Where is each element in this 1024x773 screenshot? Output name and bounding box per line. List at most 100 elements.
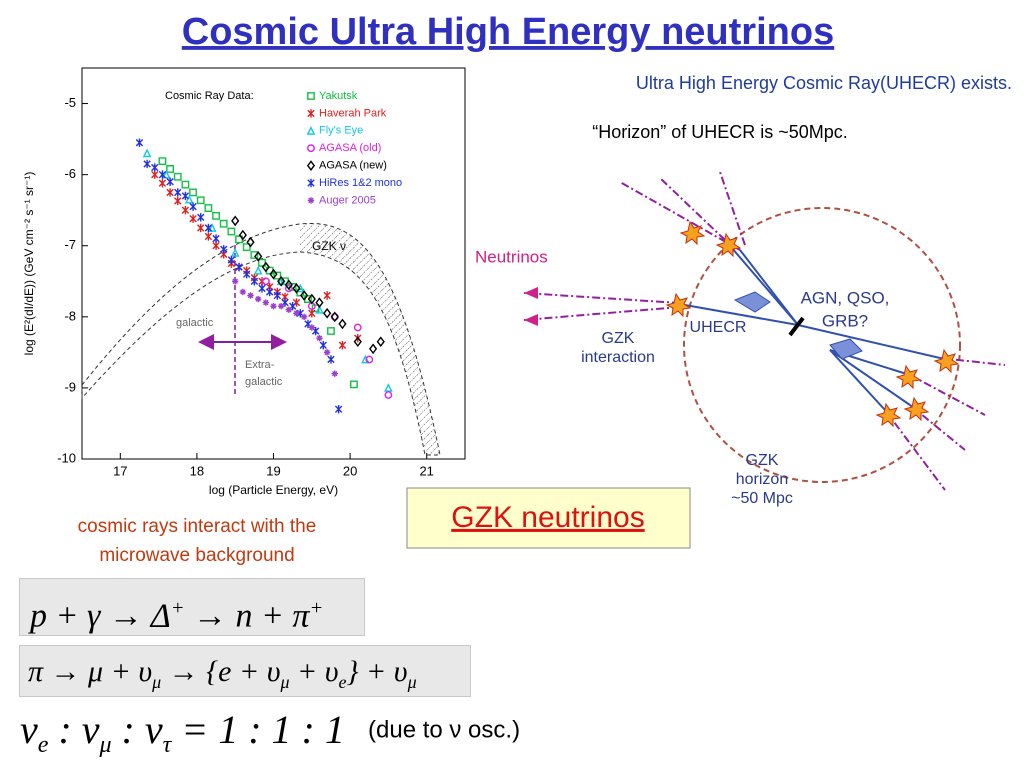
equation-part: + υ [289, 655, 339, 688]
legend-label: Haverah Park [319, 107, 387, 119]
point [384, 383, 393, 392]
point [323, 291, 331, 300]
point [166, 177, 174, 186]
x-tick-label: 18 [190, 463, 204, 478]
slide-title: Cosmic Ultra High Energy neutrinos [182, 11, 834, 53]
legend-title: Cosmic Ray Data: [165, 90, 254, 102]
point [219, 219, 228, 228]
point [254, 251, 263, 262]
equation-part: e [37, 732, 49, 758]
y-tick-label: -7 [64, 237, 76, 252]
point [212, 211, 220, 220]
equation-part: μ [407, 672, 417, 692]
point [151, 170, 159, 179]
point [246, 236, 255, 248]
point [253, 265, 263, 275]
equation-part: } + υ [346, 655, 408, 688]
point [143, 159, 151, 169]
equation-part: μ [152, 672, 162, 692]
point [285, 306, 293, 313]
point [220, 245, 228, 254]
point [227, 227, 236, 236]
point [308, 324, 315, 331]
point [295, 283, 305, 293]
point [181, 205, 190, 215]
point [212, 241, 220, 250]
point [361, 354, 370, 364]
point [196, 196, 205, 205]
point [204, 232, 213, 241]
source-label: AGN, QSO, [801, 288, 890, 307]
x-tick-label: 20 [343, 463, 357, 478]
point [262, 299, 270, 306]
y-tick-label: -6 [64, 166, 76, 181]
point [330, 311, 339, 323]
note: (due to ν osc.) [368, 716, 520, 743]
equation: νe : νμ : ντ = 1 : 1 : 1 [20, 702, 345, 758]
interaction-stars [665, 220, 960, 428]
point [181, 180, 190, 189]
point [158, 170, 167, 179]
legend-marker [306, 126, 316, 135]
equation-part: : ν [111, 707, 163, 752]
point [250, 277, 259, 286]
point [270, 302, 277, 310]
point [166, 165, 174, 173]
point [204, 223, 213, 233]
point [338, 318, 347, 330]
horizon-label: horizon [736, 471, 788, 488]
y-tick-label: -9 [64, 379, 76, 394]
point [292, 283, 301, 294]
statement: Ultra High Energy Cosmic Ray(UHECR) exis… [636, 73, 1012, 93]
equation-part: ν [20, 707, 38, 752]
plot-frame [81, 67, 466, 460]
point [334, 405, 343, 414]
equation-part: p + γ → Δ [30, 597, 171, 635]
point [353, 336, 362, 348]
point [300, 313, 308, 321]
annotation: galactic [245, 376, 283, 388]
legend-label: Fly's Eye [319, 125, 363, 137]
point [235, 262, 243, 272]
legend-marker [307, 178, 315, 188]
equation-part: π → μ + υ [28, 655, 153, 688]
legend-label: AGASA (old) [319, 142, 381, 154]
point [281, 277, 289, 286]
caption: microwave background [99, 545, 294, 566]
point [158, 157, 167, 166]
point [197, 223, 205, 233]
point [323, 349, 331, 356]
callout-box [406, 487, 691, 549]
point [365, 355, 374, 364]
gzk-diagram: Neutrinos AGN, QSO, GRB? UHECR GZK inter… [475, 171, 1006, 507]
point [350, 380, 358, 389]
point [239, 288, 247, 296]
point [277, 275, 286, 287]
source [788, 316, 805, 337]
point [368, 343, 378, 355]
point [384, 391, 393, 399]
point [189, 188, 197, 197]
point [315, 304, 324, 314]
equation-part: : ν [48, 707, 100, 752]
interaction-label: GZK [602, 330, 635, 347]
neutrinos-label: Neutrinos [475, 247, 548, 266]
y-axis-label: log (E²(dI/dE)) (GeV cm⁻² s⁻¹ sr⁻¹) [22, 172, 36, 356]
point [254, 295, 262, 303]
legend-marker [307, 144, 315, 153]
point [135, 138, 144, 147]
point [231, 215, 240, 227]
point [315, 297, 324, 308]
point [242, 243, 251, 252]
equation-part: μ [280, 672, 290, 692]
point [261, 261, 270, 273]
point [230, 248, 240, 257]
statement: “Horizon” of UHECR is ~50Mpc. [592, 122, 848, 142]
legend-marker [307, 109, 315, 118]
interaction-label: interaction [581, 349, 655, 366]
equation-part: + [309, 597, 324, 619]
point [174, 196, 182, 206]
equation: π → μ + υμ → {e + υμ + υe} + υμ [19, 645, 471, 697]
point [327, 355, 335, 364]
